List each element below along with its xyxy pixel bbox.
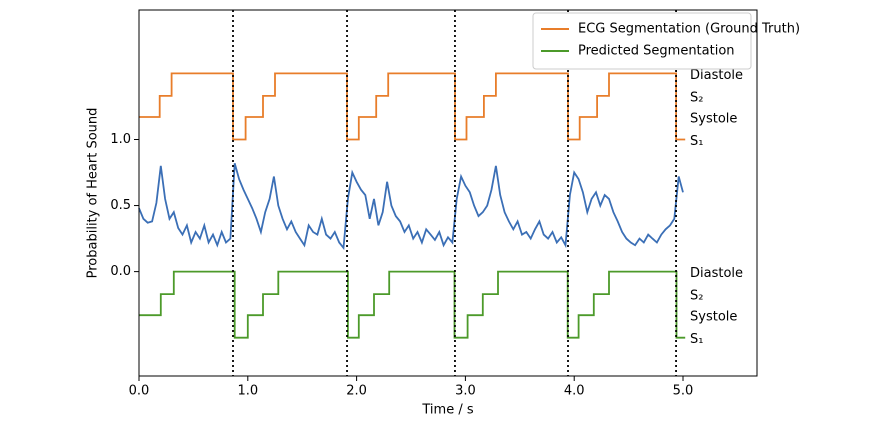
x-tick-label: 4.0 [564,384,585,399]
x-tick-label: 1.0 [237,384,258,399]
x-tick-label: 0.0 [129,384,150,399]
x-tick-label: 5.0 [673,384,694,399]
state-label: Systole [690,310,737,325]
state-label: S₁ [690,332,703,347]
y-tick-label: 0.5 [110,198,131,213]
y-tick-label: 0.0 [110,264,131,279]
state-label: Systole [690,112,737,127]
state-label: S₂ [690,289,703,304]
legend-box [532,12,752,70]
state-label: Diastole [690,266,743,281]
line-series [138,163,684,251]
state-label: Diastole [690,68,743,83]
y-axis-label: Probability of Heart Sound [86,108,101,279]
legend-label: ECG Segmentation (Ground Truth) [578,22,800,37]
line-series [139,72,686,141]
plot-frame [138,9,758,377]
x-tick-label: 3.0 [455,384,476,399]
y-tick-label: 1.0 [110,132,131,147]
x-axis-label: Time / s [421,403,473,418]
state-label: S₁ [690,134,703,149]
x-tick-label: 2.0 [346,384,367,399]
line-series [139,270,686,339]
state-label: S₂ [690,90,703,105]
legend-label: Predicted Segmentation [578,44,735,59]
